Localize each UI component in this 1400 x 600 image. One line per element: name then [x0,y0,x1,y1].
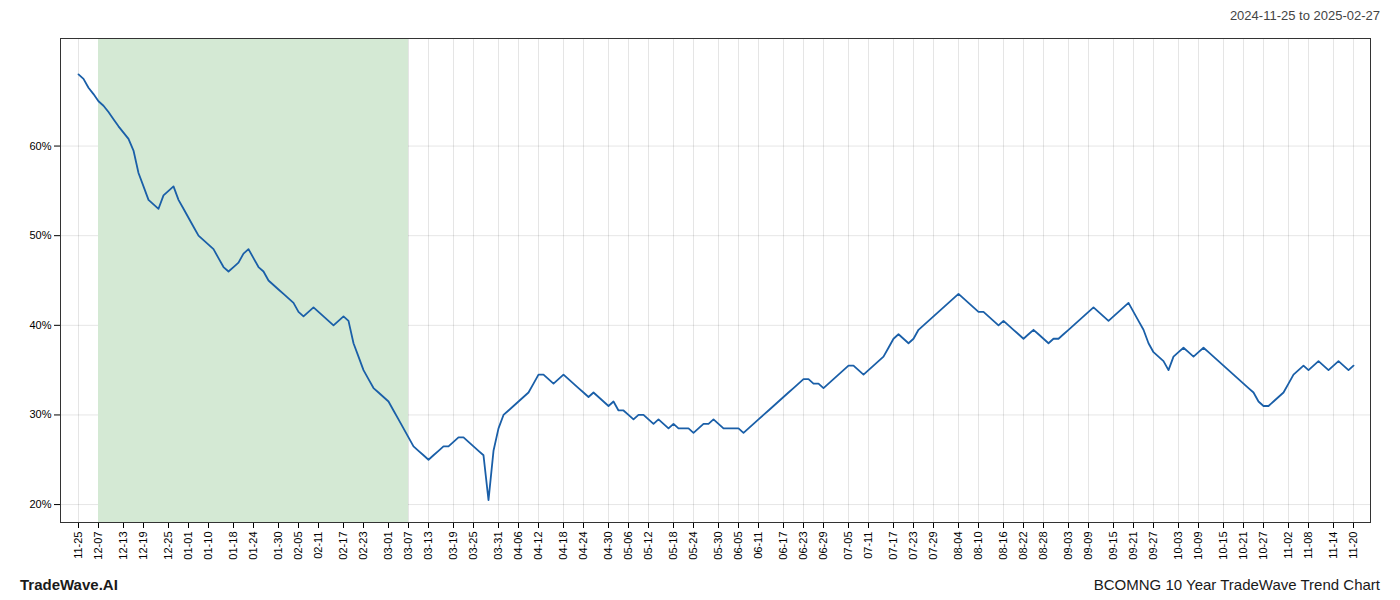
svg-text:11-20: 11-20 [1347,532,1359,559]
svg-text:05-18: 05-18 [667,532,679,560]
svg-text:50%: 50% [29,229,51,241]
svg-text:06-23: 06-23 [797,532,809,560]
svg-text:03-01: 03-01 [382,532,394,560]
svg-text:03-31: 03-31 [492,532,504,560]
svg-text:03-07: 03-07 [402,532,414,560]
svg-text:10-15: 10-15 [1217,532,1229,560]
svg-text:07-29: 07-29 [927,532,939,560]
svg-text:12-19: 12-19 [137,532,149,560]
html-text:TradeWave.AI: TradeWave.AI [20,576,118,593]
html-text:2024-11-25 to 2025-02-27: 2024-11-25 to 2025-02-27 [1229,8,1380,23]
svg-text:04-06: 04-06 [512,532,524,560]
svg-text:10-21: 10-21 [1237,532,1249,560]
svg-text:10-27: 10-27 [1257,532,1269,560]
html-text:BCOMNG 10 Year TradeWave Trend: BCOMNG 10 Year TradeWave Trend Chart [1093,576,1380,593]
svg-text:08-04: 08-04 [952,532,964,560]
svg-text:02-23: 02-23 [357,532,369,560]
svg-text:02-05: 02-05 [292,532,304,560]
svg-text:20%: 20% [29,498,51,510]
svg-text:09-15: 09-15 [1107,532,1119,560]
svg-text:10-09: 10-09 [1192,532,1204,560]
svg-text:07-17: 07-17 [887,532,899,560]
svg-text:12-13: 12-13 [117,532,129,560]
svg-text:03-25: 03-25 [467,532,479,560]
svg-text:30%: 30% [29,408,51,420]
svg-text:05-12: 05-12 [642,532,654,560]
svg-text:06-05: 06-05 [732,532,744,560]
svg-text:02-17: 02-17 [337,532,349,560]
svg-text:01-18: 01-18 [227,532,239,560]
svg-text:08-16: 08-16 [997,532,1009,560]
svg-text:05-30: 05-30 [712,532,724,560]
svg-text:09-27: 09-27 [1147,532,1159,560]
svg-text:03-19: 03-19 [447,532,459,560]
svg-text:04-24: 04-24 [577,532,589,560]
svg-text:07-23: 07-23 [907,532,919,560]
svg-text:11-14: 11-14 [1327,532,1339,559]
svg-text:06-29: 06-29 [817,532,829,560]
svg-text:60%: 60% [29,140,51,152]
svg-text:08-22: 08-22 [1017,532,1029,560]
svg-text:11-25: 11-25 [72,532,84,559]
svg-text:02-11: 02-11 [312,532,324,559]
svg-text:05-24: 05-24 [687,532,699,560]
svg-text:08-28: 08-28 [1037,532,1049,560]
svg-text:40%: 40% [29,319,51,331]
svg-text:09-03: 09-03 [1062,532,1074,560]
svg-text:07-11: 07-11 [862,532,874,559]
svg-text:01-10: 01-10 [202,532,214,560]
svg-text:09-21: 09-21 [1127,532,1139,560]
svg-text:11-08: 11-08 [1302,532,1314,559]
svg-text:12-25: 12-25 [162,532,174,560]
svg-text:01-01: 01-01 [182,532,194,560]
svg-text:09-09: 09-09 [1082,532,1094,560]
svg-text:05-06: 05-06 [622,532,634,560]
svg-text:12-07: 12-07 [92,532,104,560]
svg-text:06-11: 06-11 [752,532,764,559]
svg-text:01-24: 01-24 [247,532,259,560]
svg-text:04-30: 04-30 [602,532,614,560]
svg-text:04-12: 04-12 [532,532,544,560]
svg-text:06-17: 06-17 [777,532,789,560]
svg-text:08-10: 08-10 [972,532,984,560]
svg-text:01-30: 01-30 [272,532,284,560]
svg-text:07-05: 07-05 [842,532,854,560]
svg-text:03-13: 03-13 [422,532,434,560]
svg-text:04-18: 04-18 [557,532,569,560]
svg-text:11-02: 11-02 [1282,532,1294,559]
svg-text:10-03: 10-03 [1172,532,1184,560]
